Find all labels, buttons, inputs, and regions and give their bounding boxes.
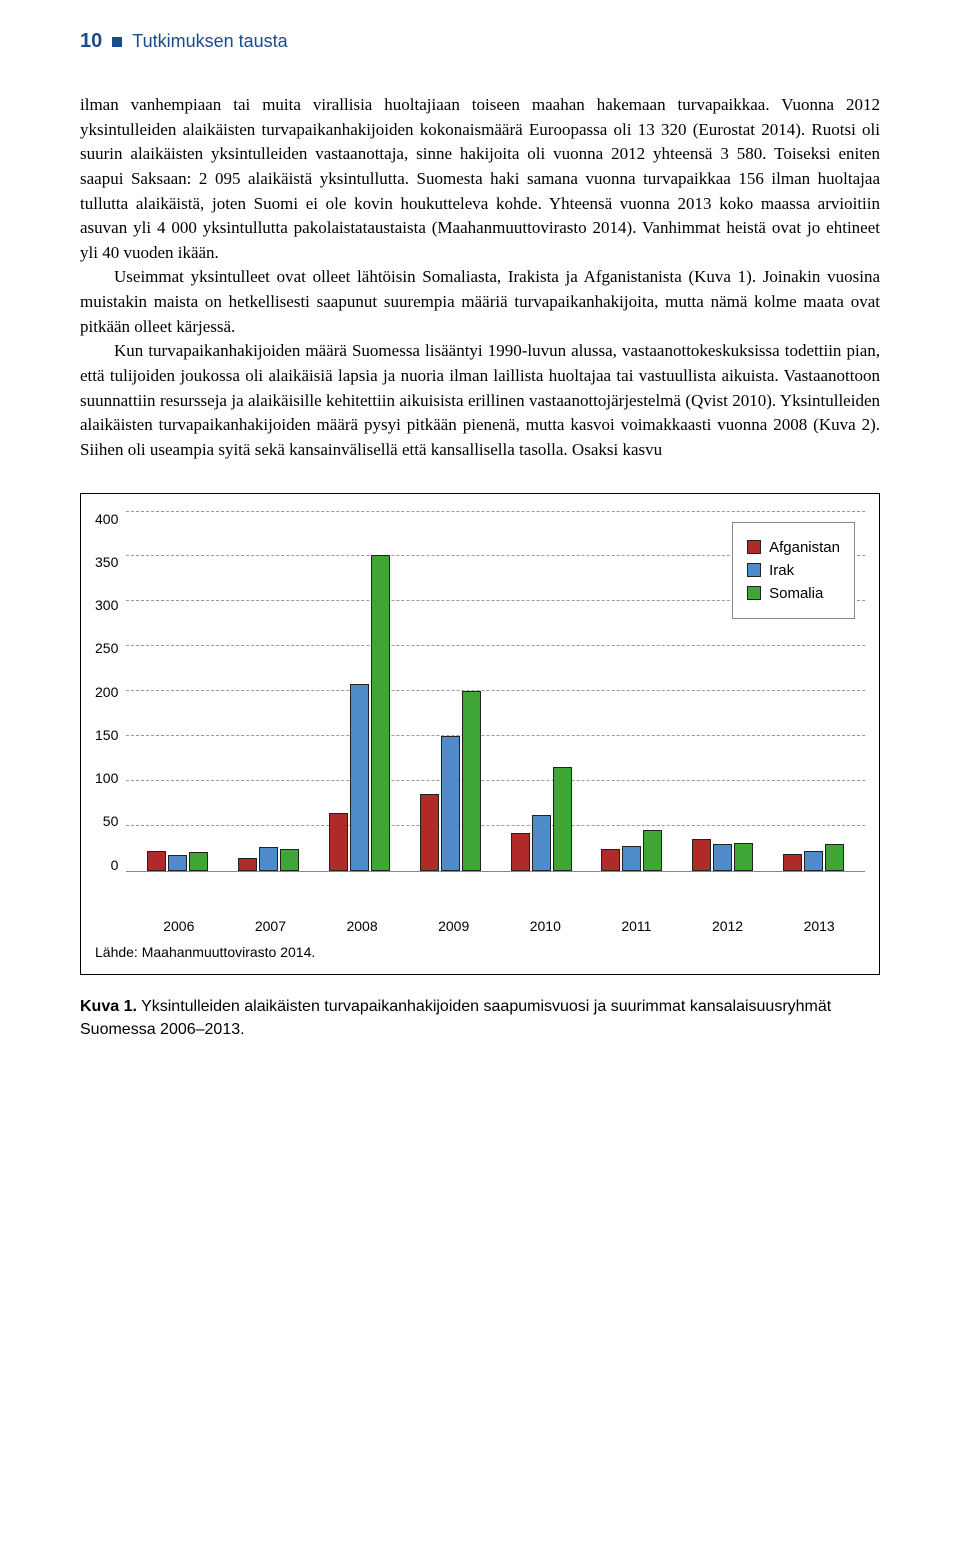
bar — [420, 794, 439, 870]
legend-item: Irak — [747, 562, 840, 579]
page-header: 10 Tutkimuksen tausta — [80, 30, 880, 53]
bar — [238, 858, 257, 871]
y-tick: 300 — [95, 598, 118, 612]
bar — [713, 844, 732, 871]
y-tick: 400 — [95, 512, 118, 526]
bar-group — [511, 512, 572, 871]
bar — [692, 839, 711, 870]
paragraph-2: Useimmat yksintulleet ovat olleet lähtöi… — [80, 265, 880, 339]
y-tick: 350 — [95, 555, 118, 569]
y-tick: 200 — [95, 685, 118, 699]
legend-item: Somalia — [747, 585, 840, 602]
caption-text: Yksintulleiden alaikäisten turvapaikanha… — [80, 998, 831, 1038]
legend-swatch-icon — [747, 563, 761, 577]
legend-label: Afganistan — [769, 539, 840, 556]
bar-group — [329, 512, 390, 871]
x-tick: 2008 — [346, 918, 377, 934]
bar — [147, 851, 166, 871]
bar-group — [420, 512, 481, 871]
bar — [553, 767, 572, 871]
y-tick: 250 — [95, 641, 118, 655]
x-tick: 2009 — [438, 918, 469, 934]
bar — [622, 846, 641, 870]
x-tick: 2011 — [621, 918, 651, 934]
x-axis: 2006 2007 2008 2009 2010 2011 2012 2013 — [133, 912, 865, 934]
bar — [804, 851, 823, 871]
y-tick: 100 — [95, 771, 118, 785]
bar — [511, 833, 530, 871]
bar — [280, 849, 299, 871]
bar — [329, 813, 348, 870]
bar — [350, 684, 369, 871]
bar — [462, 691, 481, 871]
bar — [601, 849, 620, 871]
header-title: Tutkimuksen tausta — [132, 31, 287, 52]
y-axis: 400 350 300 250 200 150 100 50 0 — [95, 512, 126, 872]
figure-caption: Kuva 1. Yksintulleiden alaikäisten turva… — [80, 995, 880, 1041]
y-tick: 0 — [111, 858, 119, 872]
bar — [371, 555, 390, 871]
legend-label: Somalia — [769, 585, 823, 602]
x-tick: 2013 — [804, 918, 835, 934]
chart-container: 400 350 300 250 200 150 100 50 0 Afganistan Irak S… — [80, 493, 880, 975]
bar — [532, 815, 551, 871]
header-square-icon — [112, 37, 122, 47]
legend-label: Irak — [769, 562, 794, 579]
bar — [168, 855, 187, 870]
paragraph-3: Kun turvapaikanhakijoiden määrä Suomessa… — [80, 339, 880, 462]
bar-group — [238, 512, 299, 871]
bar — [825, 844, 844, 871]
x-tick: 2012 — [712, 918, 743, 934]
caption-label: Kuva 1. — [80, 998, 137, 1015]
chart-source: Lähde: Maahanmuuttovirasto 2014. — [95, 944, 865, 960]
bar — [259, 847, 278, 870]
plot-area: Afganistan Irak Somalia — [126, 512, 865, 872]
legend: Afganistan Irak Somalia — [732, 522, 855, 619]
legend-item: Afganistan — [747, 539, 840, 556]
x-tick: 2007 — [255, 918, 286, 934]
x-tick: 2010 — [530, 918, 561, 934]
y-tick: 50 — [103, 814, 119, 828]
bar — [734, 843, 753, 871]
bar — [441, 736, 460, 871]
page-number: 10 — [80, 30, 102, 53]
bar-group — [147, 512, 208, 871]
bar — [783, 854, 802, 870]
bar — [189, 852, 208, 871]
legend-swatch-icon — [747, 540, 761, 554]
chart-area: 400 350 300 250 200 150 100 50 0 Afganistan Irak S… — [95, 512, 865, 912]
y-tick: 150 — [95, 728, 118, 742]
bar-group — [601, 512, 662, 871]
bar — [643, 830, 662, 870]
legend-swatch-icon — [747, 586, 761, 600]
x-tick: 2006 — [163, 918, 194, 934]
body-text: ilman vanhempiaan tai muita virallisia h… — [80, 93, 880, 463]
paragraph-1: ilman vanhempiaan tai muita virallisia h… — [80, 93, 880, 265]
